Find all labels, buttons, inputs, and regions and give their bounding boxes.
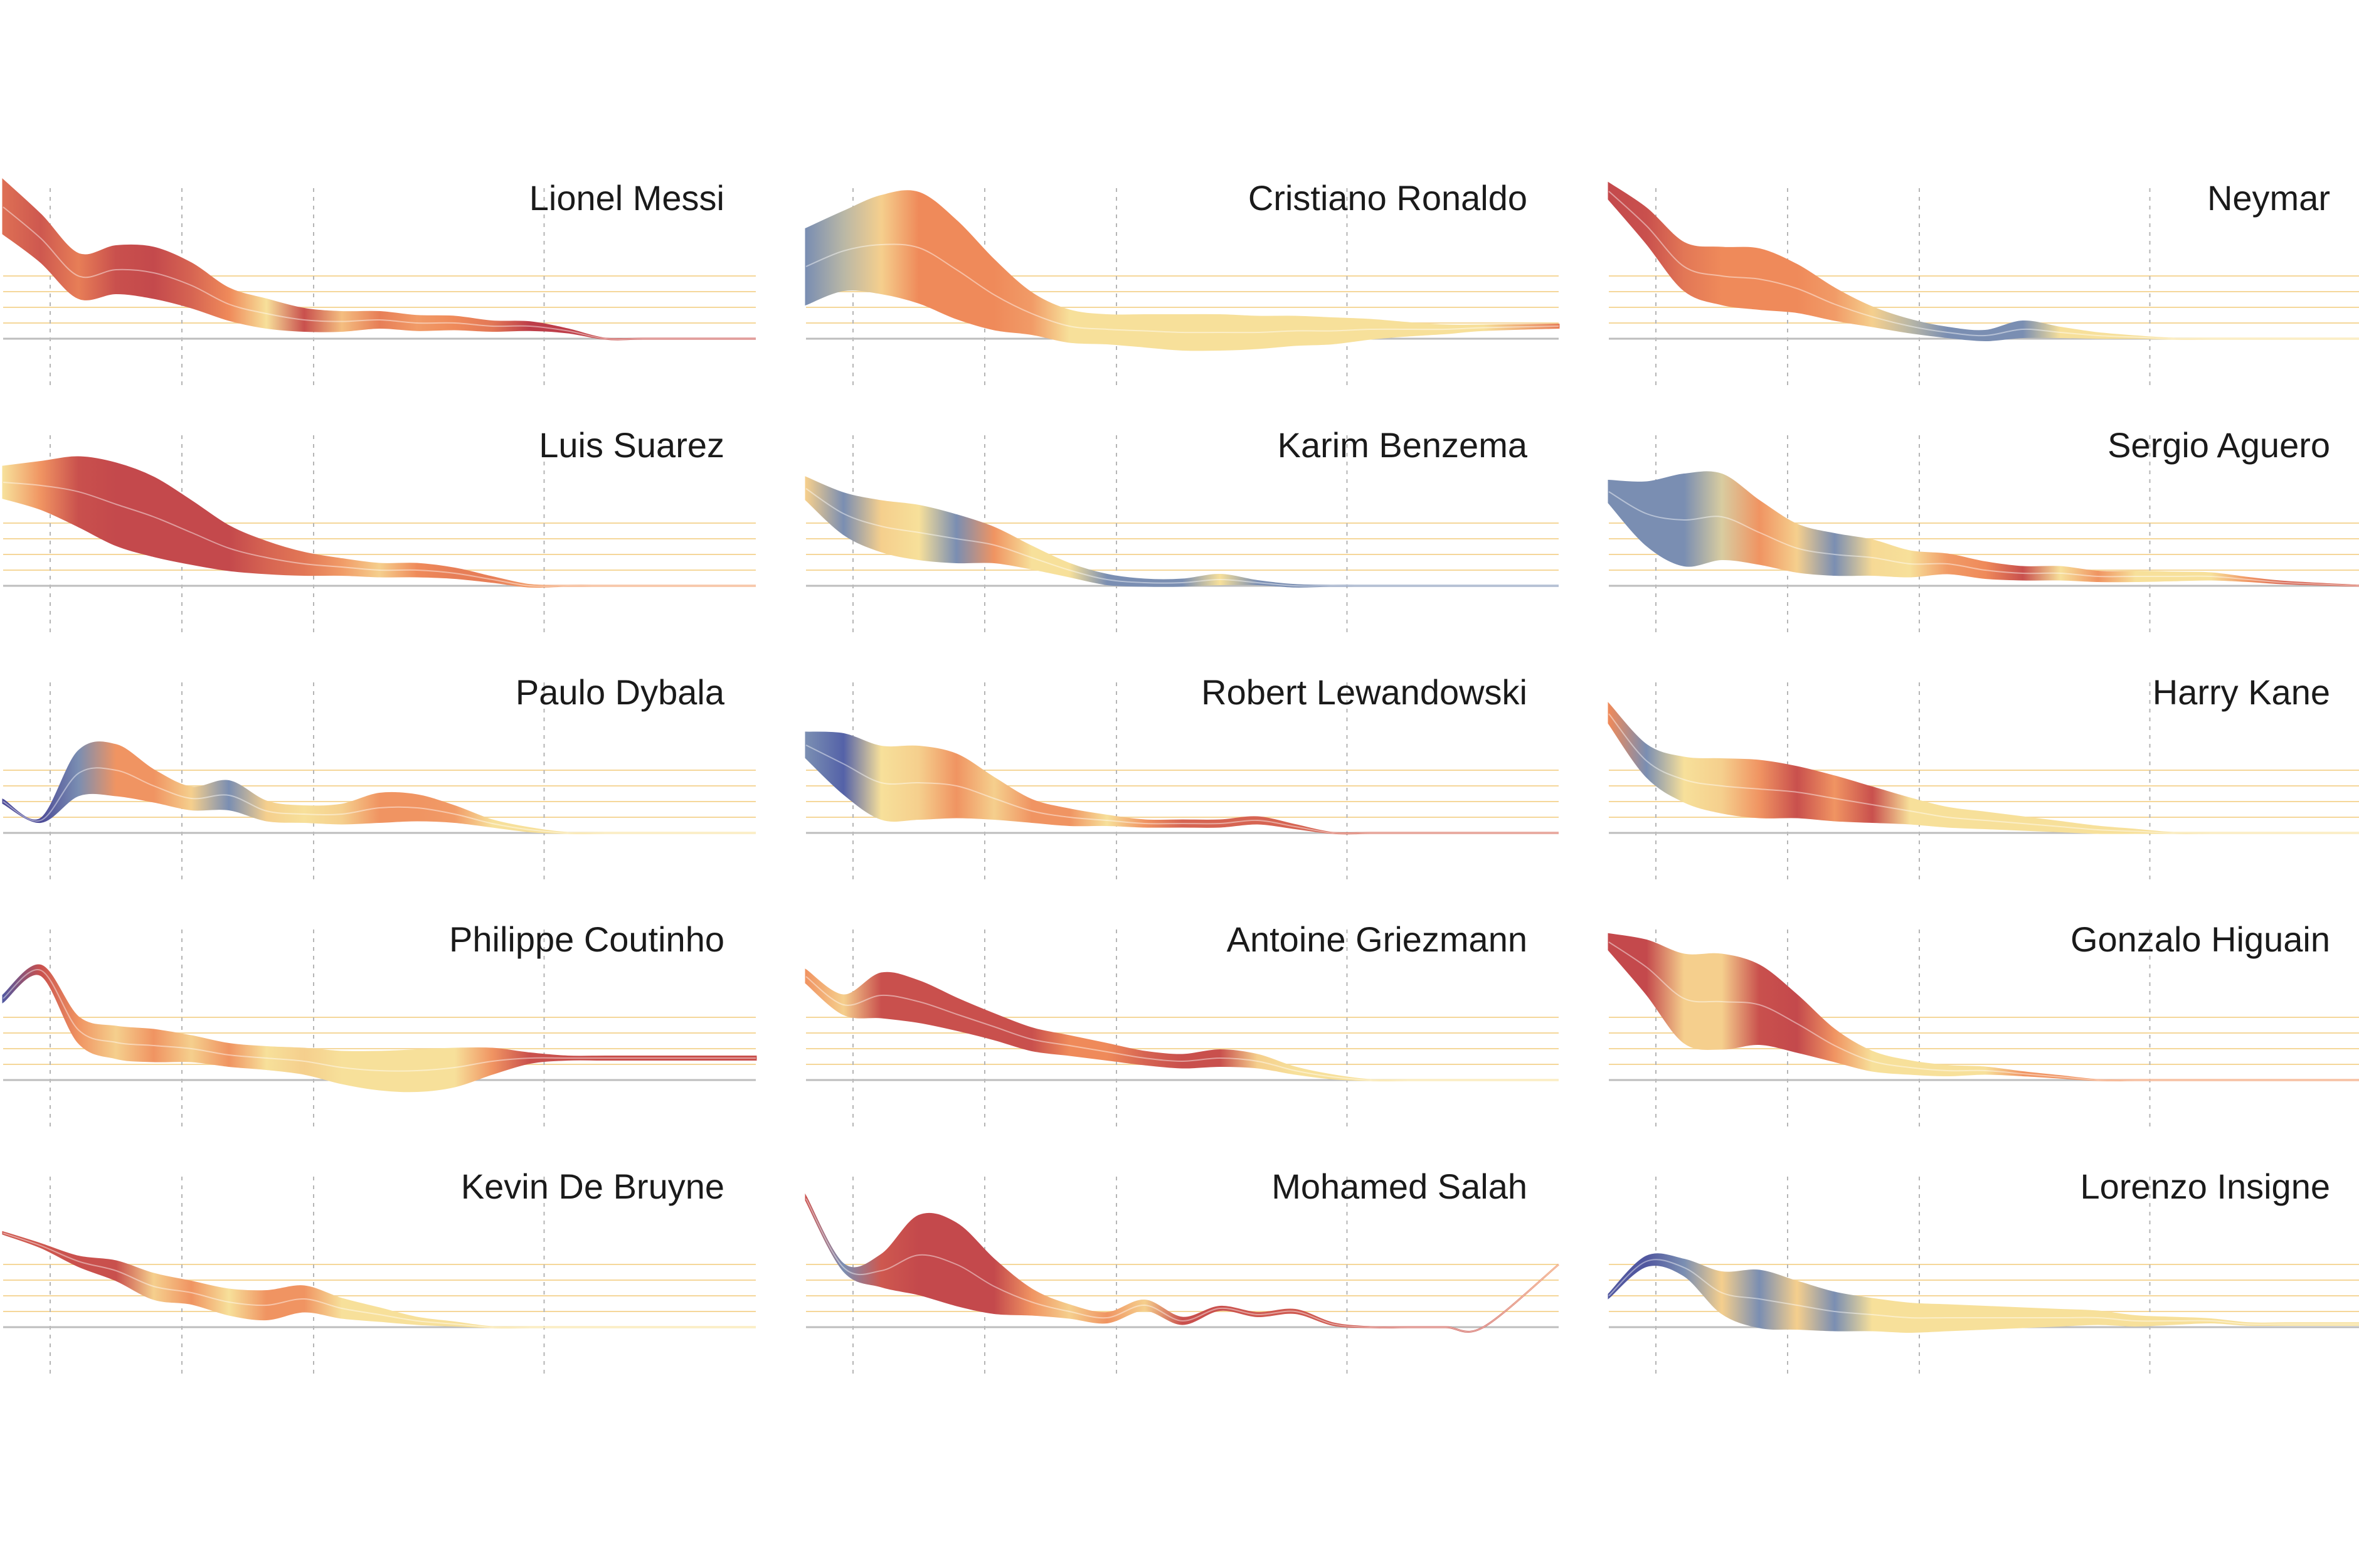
series-band (2, 964, 757, 1093)
series-band (1608, 702, 2359, 834)
series-label: Lionel Messi (529, 178, 724, 218)
panel-luis-suarez: Luis Suarez (2, 425, 756, 636)
series-centerline (805, 243, 1559, 334)
series-band (1608, 471, 2359, 587)
panel-antoine-griezmann: Antoine Griezmann (805, 919, 1559, 1130)
series-label: Karim Benzema (1278, 425, 1528, 465)
series-band (805, 968, 1559, 1082)
series-band (1608, 1253, 2359, 1333)
panel-robert-lewandowski: Robert Lewandowski (805, 672, 1559, 883)
series-centerline (805, 744, 1559, 834)
panel-mohamed-salah: Mohamed Salah (805, 1167, 1559, 1377)
series-band (805, 190, 1560, 351)
series-centerline (1608, 713, 2359, 834)
series-centerline (1608, 191, 2359, 340)
series-centerline (3, 1232, 756, 1328)
panel-sergio-aguero: Sergio Aguero (1608, 425, 2359, 636)
series-centerline (3, 767, 756, 834)
series-band (805, 731, 1559, 835)
series-centerline (1608, 491, 2359, 586)
series-centerline (3, 482, 756, 587)
series-label: Philippe Coutinho (449, 919, 724, 959)
series-label: Harry Kane (2153, 672, 2330, 712)
series-label: Lorenzo Insigne (2080, 1167, 2330, 1206)
series-centerline (3, 206, 756, 340)
series-band (1608, 933, 2359, 1081)
series-label: Robert Lewandowski (1201, 672, 1527, 712)
series-centerline (1608, 941, 2359, 1081)
series-centerline (3, 969, 756, 1072)
panel-lionel-messi: Lionel Messi (2, 178, 756, 389)
series-band (805, 1193, 1559, 1333)
series-band (2, 178, 756, 341)
panel-gonzalo-higuain: Gonzalo Higuain (1608, 919, 2359, 1130)
panel-philippe-coutinho: Philippe Coutinho (2, 919, 757, 1130)
panel-cristiano-ronaldo: Cristiano Ronaldo (805, 178, 1560, 389)
series-label: Luis Suarez (539, 425, 724, 465)
panel-kevin-de-bruyne: Kevin De Bruyne (2, 1167, 756, 1377)
series-centerline (805, 488, 1559, 587)
panel-harry-kane: Harry Kane (1608, 672, 2359, 883)
series-label: Sergio Aguero (2107, 425, 2330, 465)
series-label: Cristiano Ronaldo (1248, 178, 1527, 218)
series-label: Neymar (2207, 178, 2330, 218)
panel-paulo-dybala: Paulo Dybala (2, 672, 756, 883)
series-label: Paulo Dybala (516, 672, 725, 712)
series-band (2, 456, 756, 588)
series-label: Antoine Griezmann (1227, 919, 1527, 959)
panel-neymar: Neymar (1608, 178, 2359, 389)
series-band (1608, 181, 2359, 342)
series-label: Kevin De Bruyne (461, 1167, 724, 1206)
series-label: Mohamed Salah (1271, 1167, 1527, 1206)
series-centerline (805, 1198, 1559, 1333)
series-label: Gonzalo Higuain (2070, 919, 2330, 959)
series-band (2, 1231, 756, 1329)
panel-lorenzo-insigne: Lorenzo Insigne (1608, 1167, 2359, 1377)
panel-karim-benzema: Karim Benzema (805, 425, 1559, 636)
series-band (2, 741, 756, 835)
series-centerline (805, 976, 1559, 1081)
series-band (805, 476, 1559, 588)
series-centerline (1608, 1259, 2359, 1325)
